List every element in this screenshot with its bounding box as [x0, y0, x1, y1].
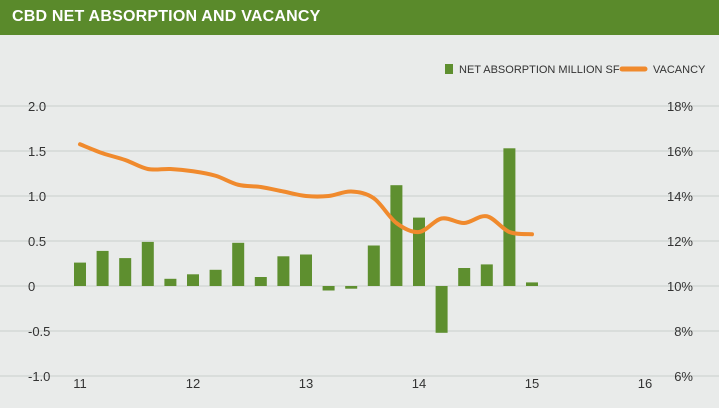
y-left-tick-label: 0 [28, 279, 35, 294]
x-tick-label: 15 [525, 376, 539, 391]
y-right-tick-label: 12% [667, 234, 693, 249]
x-tick-label: 16 [638, 376, 652, 391]
bar [254, 277, 267, 286]
bar [322, 286, 335, 291]
bar [141, 241, 154, 286]
bar [96, 250, 109, 286]
y-right-tick-label: 6% [674, 369, 693, 384]
x-axis-ticks: 11 12 13 14 15 16 [73, 376, 652, 391]
y-left-tick-label: -0.5 [28, 324, 50, 339]
x-tick-label: 12 [186, 376, 200, 391]
bar [526, 282, 538, 286]
y-left-tick-label: 2.0 [28, 99, 46, 114]
bar [277, 256, 290, 286]
y-right-tick-label: 16% [667, 144, 693, 159]
bar [164, 278, 177, 286]
chart-header: CBD NET ABSORPTION AND VACANCY [0, 0, 719, 35]
vacancy-line [78, 142, 534, 237]
gridlines [0, 105, 719, 377]
bar [367, 245, 380, 286]
y-right-tick-label: 10% [667, 279, 693, 294]
bar [503, 148, 516, 286]
bar [458, 268, 471, 286]
y-left-tick-label: 1.5 [28, 144, 46, 159]
y-left-tick-label: 0.5 [28, 234, 46, 249]
bar [74, 262, 86, 286]
legend-line-label: VACANCY [653, 64, 706, 76]
y-left-tick-label: 1.0 [28, 189, 46, 204]
legend: NET ABSORPTION MILLION SF VACANCY [445, 64, 706, 76]
bar [119, 258, 132, 286]
legend-bar-label: NET ABSORPTION MILLION SF [459, 64, 620, 76]
bar [209, 269, 222, 286]
x-tick-label: 13 [299, 376, 313, 391]
bar [345, 286, 358, 289]
legend-bar-swatch [445, 64, 453, 74]
bar [232, 242, 245, 286]
y-right-tick-label: 14% [667, 189, 693, 204]
bar [390, 185, 403, 286]
chart-title: CBD NET ABSORPTION AND VACANCY [12, 8, 321, 25]
left-axis-ticks: 2.0 1.5 1.0 0.5 0 -0.5 -1.0 [28, 99, 50, 384]
x-tick-label: 11 [73, 376, 87, 391]
bar [187, 274, 199, 286]
bar [413, 217, 425, 286]
y-right-tick-label: 18% [667, 99, 693, 114]
bar [435, 286, 448, 333]
bar [480, 264, 493, 286]
bar [300, 254, 312, 286]
y-right-tick-label: 8% [674, 324, 693, 339]
y-left-tick-label: -1.0 [28, 369, 50, 384]
x-tick-label: 14 [412, 376, 426, 391]
absorption-bars [74, 148, 538, 333]
right-axis-ticks: 18% 16% 14% 12% 10% 8% 6% [667, 99, 693, 384]
